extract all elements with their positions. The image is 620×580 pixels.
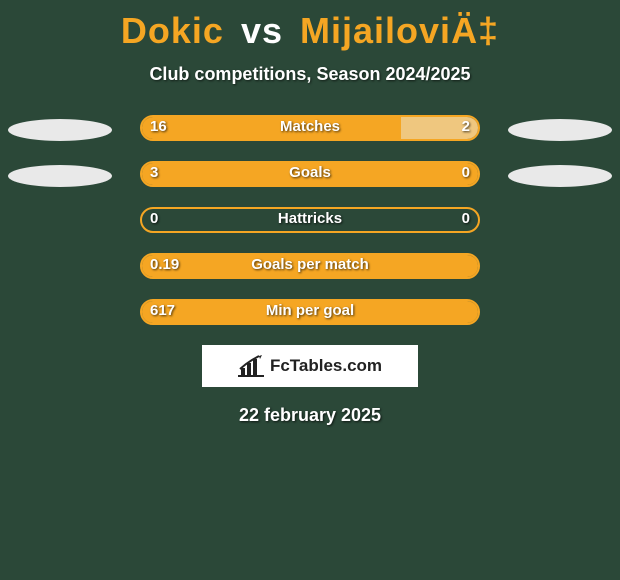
stat-value-left: 0.19 <box>150 256 179 273</box>
vs-separator: vs <box>235 10 289 51</box>
stat-bar <box>140 207 480 233</box>
stat-value-left: 617 <box>150 302 175 319</box>
stat-bar-left-fill <box>142 163 478 185</box>
logo-text: FcTables.com <box>270 356 382 376</box>
stat-row: Goals per match0.19 <box>0 253 620 281</box>
stat-row: Matches162 <box>0 115 620 143</box>
player1-name: Dokic <box>121 10 224 51</box>
player2-ellipse <box>508 119 612 141</box>
stats-container: Matches162Goals30Hattricks00Goals per ma… <box>0 115 620 327</box>
stat-bar-left-fill <box>142 117 401 139</box>
stat-value-left: 0 <box>150 210 158 227</box>
date-label: 22 february 2025 <box>0 405 620 426</box>
stat-bar-left-fill <box>142 255 478 277</box>
stat-bar-left-fill <box>142 301 478 323</box>
stat-value-left: 3 <box>150 164 158 181</box>
stat-value-right: 0 <box>462 164 470 181</box>
stat-bar <box>140 161 480 187</box>
stat-row: Goals30 <box>0 161 620 189</box>
player1-ellipse <box>8 165 112 187</box>
stat-bar <box>140 253 480 279</box>
stat-value-right: 0 <box>462 210 470 227</box>
stat-row: Min per goal617 <box>0 299 620 327</box>
logo-box: FcTables.com <box>202 345 418 387</box>
player2-ellipse <box>508 165 612 187</box>
logo: FcTables.com <box>238 355 382 377</box>
stat-bar <box>140 115 480 141</box>
stat-value-left: 16 <box>150 118 167 135</box>
bar-chart-icon <box>238 355 264 377</box>
stat-value-right: 2 <box>462 118 470 135</box>
comparison-title: Dokic vs MijailoviÄ‡ <box>0 0 620 52</box>
stat-bar <box>140 299 480 325</box>
stat-row: Hattricks00 <box>0 207 620 235</box>
player1-ellipse <box>8 119 112 141</box>
player2-name: MijailoviÄ‡ <box>300 10 499 51</box>
subtitle: Club competitions, Season 2024/2025 <box>0 64 620 85</box>
